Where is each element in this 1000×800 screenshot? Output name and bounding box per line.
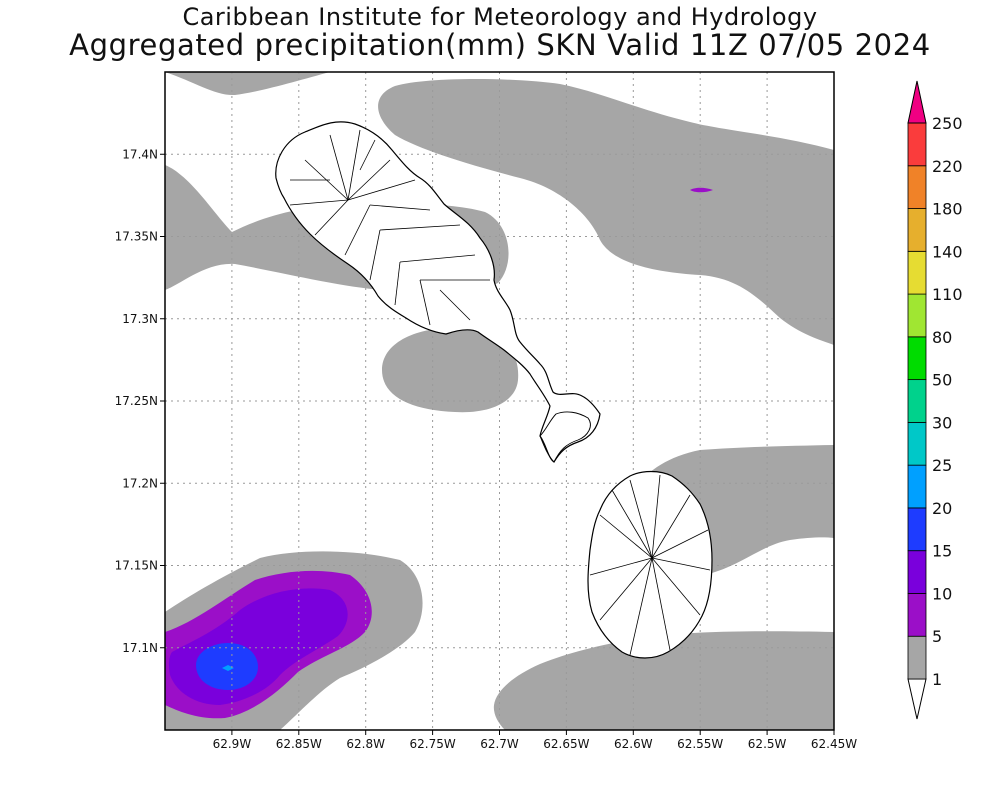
colorbar-top-arrow (907, 80, 927, 124)
colorbar-segment (907, 421, 927, 466)
y-axis: 17.4N 17.35N 17.3N 17.25N 17.2N 17.15N 17.1N (115, 147, 165, 655)
colorbar-label: 50 (932, 371, 952, 390)
colorbar-segment (907, 635, 927, 680)
rain-speck-cyan (222, 665, 234, 671)
x-tick-label: 62.7W (480, 737, 519, 751)
colorbar-label: 15 (932, 542, 952, 561)
colorbar-segment (907, 379, 927, 423)
x-tick-label: 62.65W (543, 737, 589, 751)
chart-title-institute: Caribbean Institute for Meteorology and … (182, 3, 818, 31)
colorbar-label: 10 (932, 584, 952, 603)
y-tick-label: 17.25N (115, 394, 158, 408)
colorbar-segment (907, 293, 927, 338)
x-tick-label: 62.85W (276, 737, 322, 751)
colorbar-segment (907, 336, 927, 381)
x-axis: 62.9W 62.85W 62.8W 62.75W 62.7W 62.65W 62.6W 62… (213, 730, 857, 751)
rain-speck-purple (690, 187, 713, 193)
colorbar-label: 30 (932, 413, 952, 432)
colorbar-label: 180 (932, 200, 963, 219)
x-tick-label: 62.5W (748, 737, 787, 751)
colorbar-label: 20 (932, 499, 952, 518)
island-st-kitts (275, 121, 601, 463)
rain-area-northeast (378, 79, 834, 345)
nevis-coastline (587, 470, 713, 659)
x-tick-label: 62.75W (409, 737, 455, 751)
colorbar-label: 5 (932, 627, 942, 646)
st-kitts-peninsula (539, 411, 591, 463)
x-tick-label: 62.55W (677, 737, 723, 751)
island-nevis (587, 470, 713, 659)
nevis-drainage (589, 474, 711, 656)
colorbar-segment (907, 208, 927, 252)
x-tick-label: 62.9W (213, 737, 252, 751)
colorbar-label: 220 (932, 157, 963, 176)
colorbar-segment (907, 507, 927, 552)
y-tick-label: 17.15N (115, 559, 158, 573)
y-tick-label: 17.35N (115, 230, 158, 244)
x-tick-label: 62.8W (346, 737, 385, 751)
x-tick-label: 62.6W (614, 737, 653, 751)
x-tick-label: 62.45W (811, 737, 857, 751)
colorbar-segment (907, 464, 927, 509)
colorbar-label: 1 (932, 670, 942, 689)
rain-area-north-left (165, 72, 330, 96)
colorbar-label: 140 (932, 242, 963, 261)
st-kitts-drainage (289, 129, 490, 326)
colorbar-segment (907, 550, 927, 594)
chart-title-product: Aggregated precipitation(mm) SKN Valid 1… (69, 28, 931, 62)
colorbar-label: 80 (932, 328, 952, 347)
y-tick-label: 17.4N (122, 147, 158, 161)
colorbar-label: 250 (932, 114, 963, 133)
st-kitts-coastline (275, 121, 601, 463)
y-tick-label: 17.2N (122, 476, 158, 490)
y-tick-label: 17.3N (122, 312, 158, 326)
colorbar-label: 25 (932, 456, 952, 475)
rain-area-south-band (493, 631, 834, 730)
colorbar-bottom-arrow (907, 678, 927, 720)
colorbar-label: 110 (932, 285, 963, 304)
colorbar-segment (907, 122, 927, 167)
colorbar-segment (907, 250, 927, 295)
colorbar-segment (907, 593, 927, 637)
y-tick-label: 17.1N (122, 641, 158, 655)
colorbar-segment (907, 165, 927, 209)
rain-area-central-oval (382, 327, 519, 413)
